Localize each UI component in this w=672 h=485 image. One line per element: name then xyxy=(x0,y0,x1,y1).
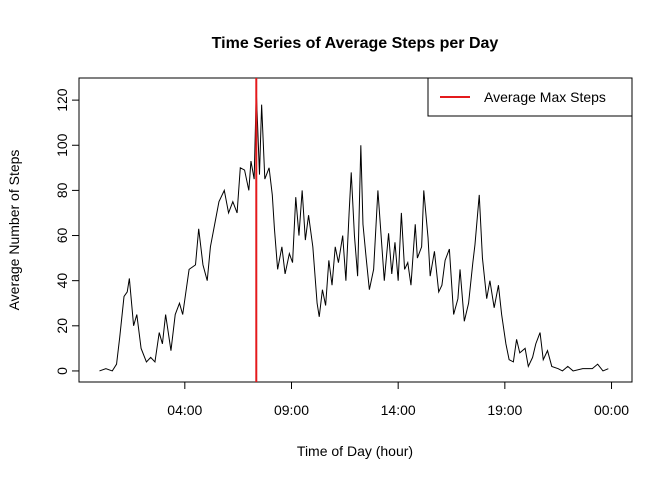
data-line xyxy=(99,91,609,372)
y-tick-label: 80 xyxy=(54,182,70,198)
y-tick-label: 60 xyxy=(54,228,70,244)
y-tick-label: 20 xyxy=(54,318,70,334)
y-tick-label: 40 xyxy=(54,273,70,289)
plot-frame xyxy=(78,77,633,383)
x-tick-label: 00:00 xyxy=(594,402,629,418)
x-tick-label: 09:00 xyxy=(274,402,309,418)
x-tick-label: 04:00 xyxy=(167,402,202,418)
y-axis-label: Average Number of Steps xyxy=(6,150,22,311)
x-axis-label: Time of Day (hour) xyxy=(297,443,413,459)
y-tick-label: 120 xyxy=(54,88,70,112)
legend-label: Average Max Steps xyxy=(484,89,606,105)
x-tick-label: 19:00 xyxy=(487,402,522,418)
y-tick-label: 0 xyxy=(54,367,70,375)
chart-title: Time Series of Average Steps per Day xyxy=(212,35,499,52)
y-tick-label: 100 xyxy=(54,133,70,157)
x-tick-label: 14:00 xyxy=(381,402,416,418)
